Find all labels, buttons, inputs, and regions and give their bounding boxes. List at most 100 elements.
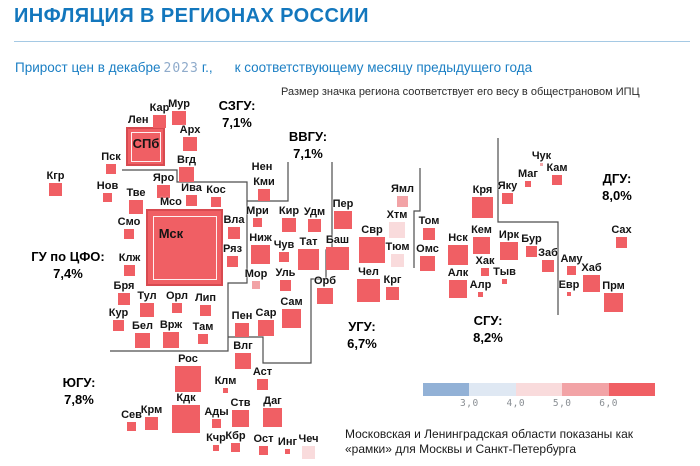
region-square	[357, 279, 380, 302]
region-label: Кми	[253, 176, 275, 188]
region-label: Орл	[166, 290, 188, 302]
region-square	[113, 320, 124, 331]
region-label: Нов	[96, 180, 119, 192]
group-inflation-label: ГУ по ЦФО: 7,4%	[31, 248, 105, 282]
region-label: Том	[418, 215, 440, 227]
region-label: Хтм	[386, 209, 408, 221]
region-square	[163, 332, 179, 348]
region-label: Клм	[214, 375, 237, 387]
district-boundary-line	[110, 169, 248, 352]
region-square	[420, 256, 435, 271]
region-square	[140, 303, 154, 317]
color-legend	[423, 383, 655, 396]
region-square	[502, 279, 507, 284]
legend-segment	[608, 383, 655, 396]
region-label: Уль	[275, 267, 296, 279]
group-name: ГУ по ЦФО:	[31, 249, 105, 264]
legend-segment	[469, 383, 516, 396]
region-square	[135, 333, 150, 348]
region-label: Хак	[475, 255, 495, 267]
region-label: СПб	[132, 135, 160, 151]
region-square	[540, 163, 543, 166]
region-label: Смо	[117, 216, 141, 228]
region-square	[583, 275, 600, 292]
region-label: Рос	[178, 353, 198, 365]
region-label: Крг	[383, 274, 402, 286]
group-value: 7,1%	[293, 146, 323, 161]
region-label: Клж	[118, 252, 141, 264]
region-square	[302, 446, 315, 459]
legend-tick: 3,0	[460, 398, 479, 409]
region-square	[285, 449, 290, 454]
region-square	[118, 293, 130, 305]
legend-tick: 6,0	[599, 398, 618, 409]
region-label: Маг	[518, 168, 538, 180]
region-square	[211, 197, 221, 207]
region-label: Чук	[531, 150, 552, 162]
region-square	[103, 193, 112, 202]
region-square	[359, 237, 385, 263]
region-label: Евр	[558, 279, 580, 291]
region-square	[223, 388, 228, 393]
region-label: Аму	[560, 253, 583, 265]
group-inflation-label: СЗГУ: 7,1%	[219, 97, 256, 131]
region-label: Тюм	[385, 241, 410, 253]
group-name: ВВГУ:	[288, 129, 328, 144]
group-name: ДГУ:	[602, 171, 632, 186]
region-label: Аст	[252, 366, 273, 378]
region-square	[397, 196, 408, 207]
group-name: СЗГУ:	[218, 98, 256, 113]
region-square	[231, 443, 240, 452]
region-square	[106, 164, 116, 174]
region-label: Кос	[206, 184, 226, 196]
region-square	[172, 303, 182, 313]
region-square	[153, 115, 166, 128]
region-label: Мур	[168, 98, 190, 110]
region-label: Кир	[278, 205, 300, 217]
region-label: Пен	[231, 310, 253, 322]
region-square	[49, 183, 62, 196]
region-label: Нск	[448, 232, 468, 244]
region-label: Кря	[472, 184, 493, 196]
region-square	[227, 256, 238, 267]
subtitle-lead: Прирост цен в декабре	[15, 60, 161, 75]
region-label: Бур	[521, 233, 542, 245]
region-square	[129, 200, 143, 214]
region-label: Ряз	[222, 243, 243, 255]
region-frame-label: Лен	[128, 114, 149, 126]
region-square	[228, 227, 240, 239]
region-square	[259, 446, 268, 455]
region-label: Чеч	[298, 433, 319, 445]
region-label: Ямл	[390, 183, 415, 195]
region-square	[279, 252, 289, 262]
region-square	[253, 218, 262, 227]
region-square	[391, 254, 404, 267]
region-square	[526, 246, 537, 257]
region-label: Кам	[546, 162, 568, 174]
legend-tick: 5,0	[552, 398, 572, 409]
region-square	[502, 193, 513, 204]
region-square	[235, 323, 249, 337]
region-label: Яку	[497, 180, 518, 192]
region-label: Вла	[223, 214, 245, 226]
district-boundary-line	[247, 162, 289, 202]
region-label: Мор	[244, 268, 268, 280]
region-label: Врж	[159, 319, 183, 331]
region-label: Сам	[280, 296, 303, 308]
subtitle-year-suffix: г.,	[201, 60, 213, 75]
region-label: Мск	[158, 226, 184, 242]
region-square	[198, 334, 208, 344]
region-label: Тыв	[493, 266, 516, 278]
group-inflation-label: СГУ: 8,2%	[473, 312, 503, 346]
region-label: Алк	[447, 267, 469, 279]
subtitle-year: 2023	[163, 61, 199, 76]
region-square	[389, 222, 405, 238]
region-square	[258, 320, 274, 336]
region-label: Чел	[358, 266, 379, 278]
region-label: Орб	[313, 275, 337, 287]
region-square	[334, 211, 352, 229]
region-square	[525, 181, 531, 187]
region-label: Ниж	[249, 232, 272, 244]
